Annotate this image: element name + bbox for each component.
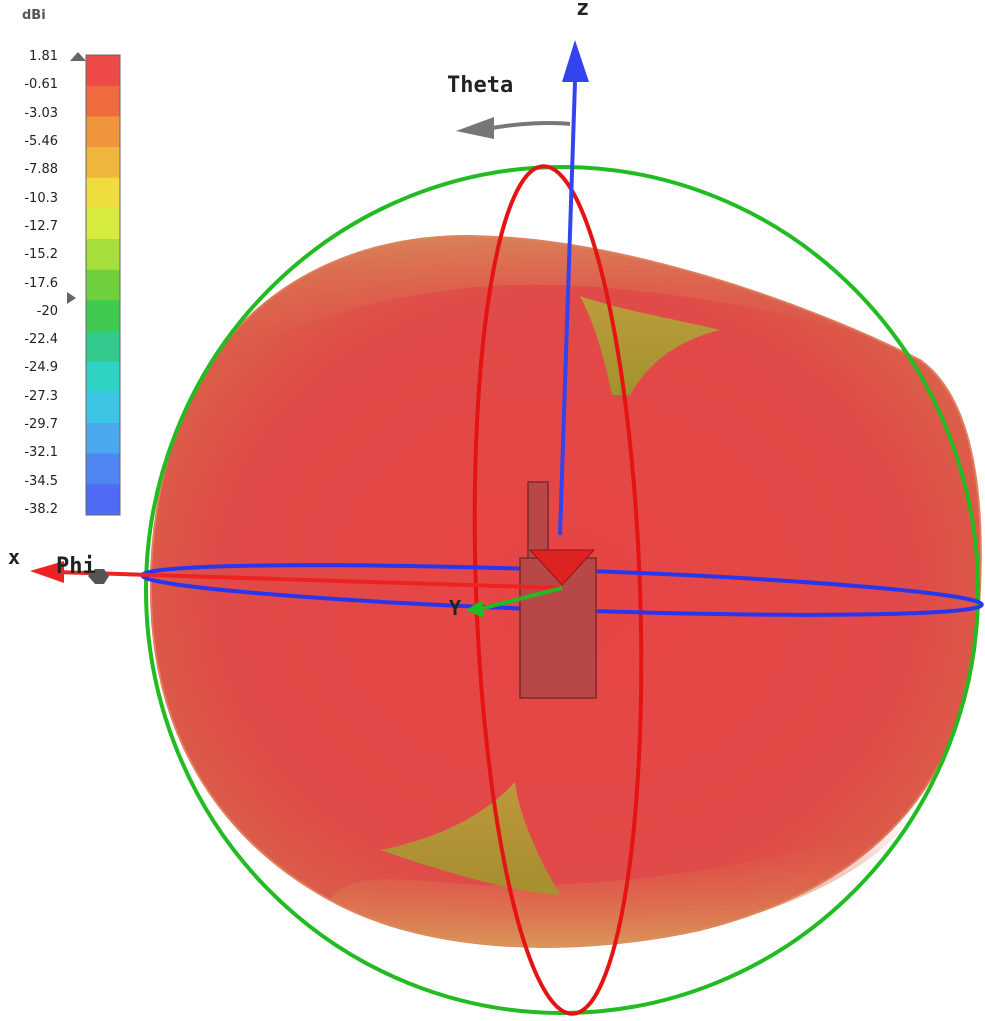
colorbar-tick-label: 1.81 — [29, 49, 58, 64]
colorbar-tick-label: -12.7 — [24, 218, 58, 234]
phi-label: Phi — [56, 554, 96, 579]
y-axis-label: Y — [449, 596, 462, 620]
colorbar-band — [86, 239, 120, 271]
colorbar-slider-marker-icon — [67, 292, 76, 304]
theta-arrow — [456, 117, 571, 139]
colorbar — [67, 52, 121, 516]
theta-label: Theta — [447, 73, 514, 98]
colorbar-tick-label: -38.2 — [24, 502, 58, 517]
colorbar-max-marker-icon — [70, 52, 86, 61]
colorbar-tick-label: -24.9 — [24, 360, 58, 376]
x-axis-label: x — [8, 545, 21, 569]
colorbar-tick-label: -0.61 — [24, 77, 58, 93]
colorbar-band — [86, 147, 120, 179]
colorbar-tick-label: -15.2 — [24, 247, 58, 263]
z-axis — [558, 40, 589, 536]
colorbar-band — [86, 361, 120, 393]
upper-null — [580, 296, 720, 395]
colorbar-band — [86, 300, 120, 332]
colorbar-tick-label: -5.46 — [24, 133, 58, 149]
colorbar-tick-label: -10.3 — [24, 190, 58, 206]
red-reference-ellipse — [472, 164, 644, 1016]
colorbar-band — [86, 453, 120, 485]
colorbar-tick-label: -34.5 — [24, 473, 58, 489]
colorbar-tick-label: -32.1 — [24, 445, 58, 461]
x-axis — [30, 561, 563, 590]
colorbar-band — [86, 85, 120, 117]
green-reference-circle — [144, 165, 980, 1015]
colorbar-unit: dBi — [22, 8, 46, 23]
colorbar-band — [86, 116, 120, 148]
colorbar-tick-label: -20 — [36, 303, 58, 319]
colorbar-band — [86, 484, 120, 516]
colorbar-tick-label: -27.3 — [24, 388, 58, 404]
colorbar-band — [86, 423, 120, 455]
antenna-model — [519, 481, 597, 699]
phi-marker-icon — [88, 569, 109, 584]
z-axis-label: z — [576, 0, 590, 21]
lower-null — [380, 782, 560, 895]
colorbar-tick-label: -3.03 — [24, 105, 58, 121]
theta-arrow-icon — [456, 117, 494, 139]
colorbar-band — [86, 177, 120, 209]
colorbar-band — [86, 55, 120, 87]
colorbar-tick-label: -29.7 — [24, 417, 58, 433]
colorbar-band — [86, 269, 120, 301]
colorbar-tick-label: -17.6 — [24, 275, 58, 291]
colorbar-tick-label: -22.4 — [24, 332, 58, 348]
colorbar-band — [86, 392, 120, 424]
colorbar-band — [86, 208, 120, 240]
colorbar-band — [86, 331, 120, 363]
colorbar-tick-label: -7.88 — [24, 162, 58, 178]
y-axis — [466, 586, 563, 618]
